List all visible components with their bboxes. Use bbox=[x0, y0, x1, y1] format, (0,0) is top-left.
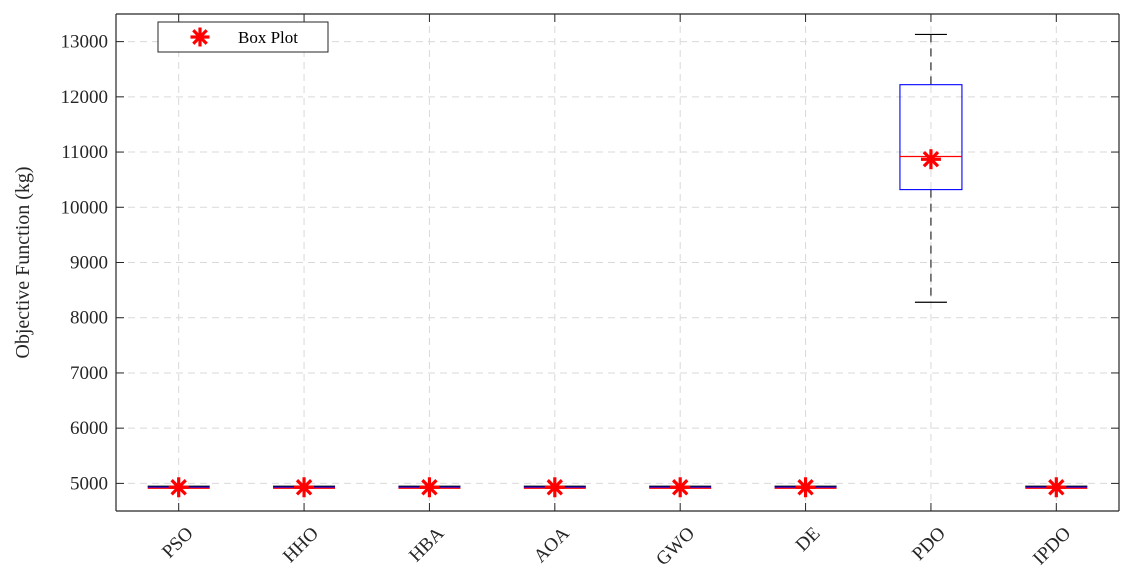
mean-marker bbox=[294, 477, 315, 498]
y-tick-label: 7000 bbox=[70, 363, 108, 384]
legend-marker bbox=[190, 27, 210, 47]
legend: Box Plot bbox=[157, 21, 329, 53]
mean-marker-stroke bbox=[671, 479, 689, 496]
legend-marker-stroke bbox=[192, 29, 208, 45]
mean-marker bbox=[168, 477, 189, 498]
y-tick-label: 11000 bbox=[61, 142, 108, 163]
mean-marker-stroke bbox=[1048, 479, 1065, 496]
legend-label: Box Plot bbox=[238, 28, 298, 47]
x-tick-label: DE bbox=[792, 523, 825, 556]
x-tick-label: AOA bbox=[530, 523, 574, 567]
mean-marker-stroke bbox=[170, 479, 187, 496]
mean-marker-stroke bbox=[797, 479, 814, 496]
box-gwo bbox=[649, 477, 712, 498]
x-tick-label: HHO bbox=[279, 523, 323, 567]
mean-marker bbox=[544, 477, 565, 498]
x-tick-label: IPDO bbox=[1029, 523, 1075, 569]
mean-marker bbox=[419, 477, 440, 498]
y-axis-title: Objective Function (kg) bbox=[12, 166, 34, 358]
box-ipdo bbox=[1025, 477, 1088, 498]
box-pso bbox=[147, 477, 210, 498]
box-aoa bbox=[523, 477, 586, 498]
box-de bbox=[774, 477, 837, 498]
legend-box bbox=[157, 21, 329, 53]
x-tick-label: HBA bbox=[405, 523, 448, 566]
axes bbox=[115, 13, 1120, 512]
box-pdo bbox=[899, 33, 963, 303]
mean-marker-stroke bbox=[546, 479, 564, 496]
box-hba bbox=[398, 477, 461, 498]
y-tick-label: 9000 bbox=[70, 253, 108, 274]
y-tick-label: 5000 bbox=[70, 473, 108, 494]
y-tick-label: 8000 bbox=[70, 308, 108, 329]
x-tick-label: PDO bbox=[908, 523, 950, 565]
mean-marker bbox=[920, 149, 941, 170]
iqr-box bbox=[899, 84, 963, 191]
y-tick-label: 10000 bbox=[61, 197, 109, 218]
box-hho bbox=[273, 477, 336, 498]
mean-marker bbox=[1046, 477, 1067, 498]
x-tick-label: PSO bbox=[158, 523, 197, 562]
y-tick-label: 12000 bbox=[61, 87, 109, 108]
plot-area bbox=[116, 14, 1119, 511]
mean-marker-stroke bbox=[295, 479, 313, 496]
grid-lines bbox=[116, 14, 1119, 511]
y-tick-label: 13000 bbox=[61, 32, 109, 53]
y-tick-label: 6000 bbox=[70, 418, 108, 439]
mean-marker-stroke bbox=[421, 479, 438, 496]
mean-marker-stroke bbox=[922, 151, 940, 168]
mean-marker bbox=[795, 477, 816, 498]
mean-marker bbox=[670, 477, 691, 498]
x-tick-label: GWO bbox=[652, 523, 699, 570]
